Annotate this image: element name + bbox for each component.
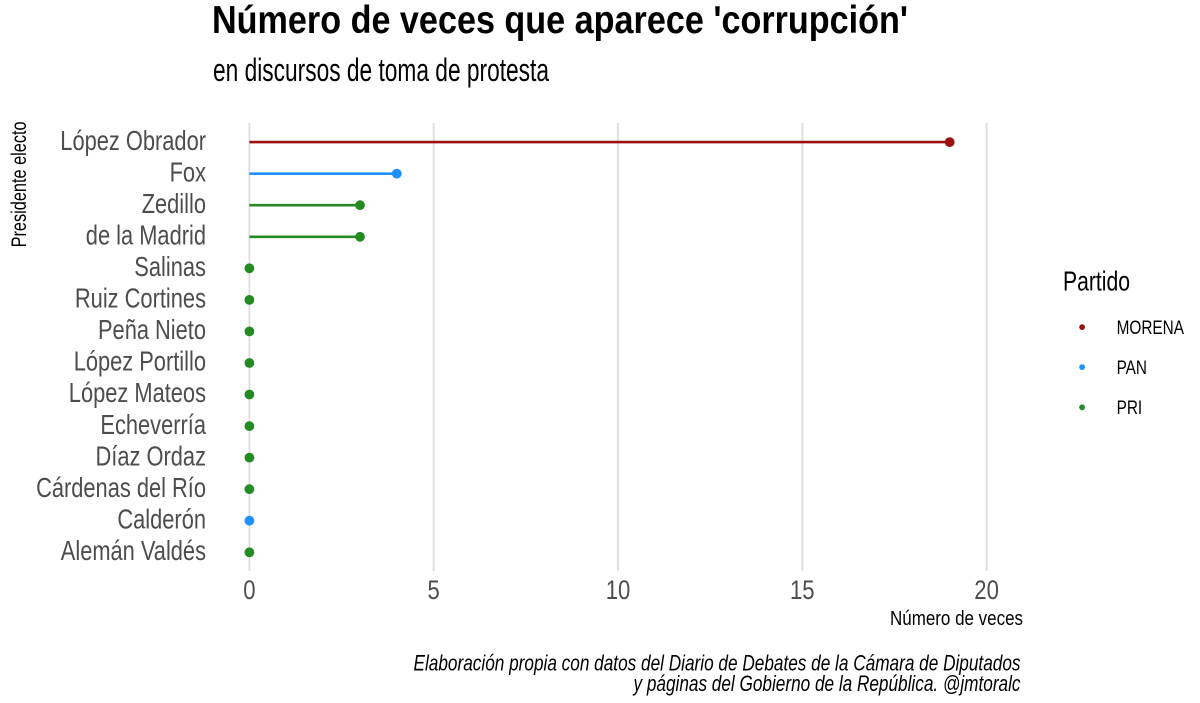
svg-text:PRI: PRI xyxy=(1117,397,1143,419)
svg-text:Peña Nieto: Peña Nieto xyxy=(98,314,206,345)
svg-text:Calderón: Calderón xyxy=(117,503,206,534)
svg-text:López Obrador: López Obrador xyxy=(60,125,206,156)
svg-text:Número de veces: Número de veces xyxy=(890,608,1023,630)
svg-text:en discursos de toma de protes: en discursos de toma de protesta xyxy=(213,52,549,88)
svg-text:de la Madrid: de la Madrid xyxy=(86,220,206,251)
svg-text:Alemán Valdés: Alemán Valdés xyxy=(61,535,206,566)
svg-text:Cárdenas del Río: Cárdenas del Río xyxy=(36,472,206,503)
svg-text:Número de veces que aparece 'c: Número de veces que aparece 'corrupción' xyxy=(212,0,908,42)
svg-text:López Mateos: López Mateos xyxy=(69,377,206,408)
svg-text:Presidente electo: Presidente electo xyxy=(8,121,31,247)
svg-text:Partido: Partido xyxy=(1063,266,1130,297)
svg-text:5: 5 xyxy=(428,575,440,605)
svg-text:20: 20 xyxy=(974,575,999,605)
svg-text:Salinas: Salinas xyxy=(134,251,206,282)
svg-text:Díaz Ordaz: Díaz Ordaz xyxy=(96,440,207,471)
svg-text:López Portillo: López Portillo xyxy=(74,346,206,377)
svg-text:Ruiz Cortines: Ruiz Cortines xyxy=(75,283,206,314)
svg-text:Elaboración propia con datos d: Elaboración propia con datos del Diario … xyxy=(414,650,1021,675)
svg-text:Echeverría: Echeverría xyxy=(100,409,206,440)
svg-text:MORENA: MORENA xyxy=(1117,317,1184,339)
svg-text:0: 0 xyxy=(243,575,255,605)
svg-text:Fox: Fox xyxy=(170,156,207,187)
svg-text:PAN: PAN xyxy=(1117,357,1147,379)
svg-text:10: 10 xyxy=(606,575,631,605)
svg-text:Zedillo: Zedillo xyxy=(142,188,206,219)
svg-text:y páginas del Gobierno de la R: y páginas del Gobierno de la República. … xyxy=(632,671,1021,696)
svg-text:15: 15 xyxy=(790,575,815,605)
